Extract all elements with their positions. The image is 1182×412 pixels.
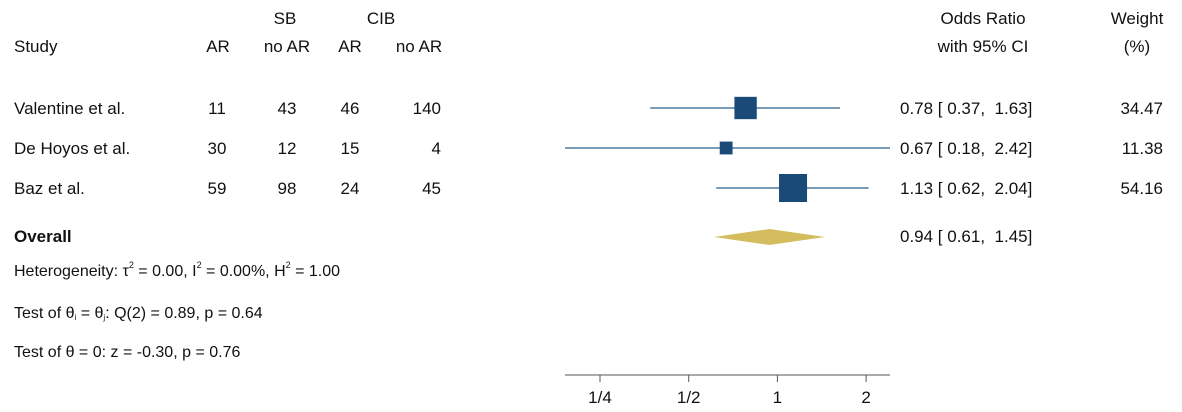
sb-noar-header: no AR — [263, 37, 311, 56]
overall-diamond — [714, 229, 825, 245]
odds-ratio-ci: 1.13 [ 0.62, 2.04] — [900, 179, 1033, 198]
cib-noar-value: 4 — [431, 139, 441, 158]
effect-header-line2: with 95% CI — [937, 37, 1029, 56]
sb-ar-value: 30 — [207, 139, 227, 158]
weight-value: 34.47 — [1120, 99, 1163, 118]
sb-ar-value: 59 — [207, 179, 227, 198]
overall-label: Overall — [14, 227, 72, 246]
x-axis-tick-label: 1/2 — [677, 388, 701, 407]
study-name: Valentine et al. — [14, 99, 126, 118]
group-header-sb: SB — [273, 9, 297, 28]
effect-header-line1: Odds Ratio — [940, 9, 1026, 28]
sb-noar-value: 12 — [277, 139, 297, 158]
weight-header-line2: (%) — [1123, 37, 1151, 56]
group-header-cib: CIB — [366, 9, 396, 28]
overall-effect-test: Test of θ = 0: z = -0.30, p = 0.76 — [14, 344, 241, 361]
study-marker — [779, 174, 808, 202]
cib-noar-header: no AR — [395, 37, 443, 56]
study-name: De Hoyos et al. — [14, 139, 131, 158]
homogeneity-test: Test of θi = θj: Q(2) = 0.89, p = 0.64 — [14, 305, 263, 322]
overall-odds-ratio-ci: 0.94 [ 0.61, 1.45] — [900, 227, 1033, 246]
heterogeneity-stats: Heterogeneity: τ2 = 0.00, I2 = 0.00%, H2… — [14, 260, 341, 280]
weight-value: 11.38 — [1121, 139, 1163, 158]
odds-ratio-ci: 0.67 [ 0.18, 2.42] — [900, 139, 1033, 158]
sb-ar-value: 11 — [208, 99, 226, 118]
x-axis-tick-label: 1 — [773, 388, 782, 407]
weight-value: 54.16 — [1120, 179, 1163, 198]
study-marker — [719, 141, 733, 155]
study-name: Baz et al. — [14, 179, 85, 198]
cib-ar-value: 24 — [340, 179, 360, 198]
sb-ar-header: AR — [206, 37, 230, 56]
sb-noar-value: 98 — [277, 179, 297, 198]
study-marker — [734, 96, 757, 120]
odds-ratio-ci: 0.78 [ 0.37, 1.63] — [900, 99, 1033, 118]
cib-ar-value: 46 — [340, 99, 360, 118]
x-axis-tick-label: 1/4 — [588, 388, 612, 407]
cib-noar-value: 140 — [412, 99, 441, 118]
study-column-header: Study — [14, 37, 58, 56]
x-axis-tick-label: 2 — [861, 388, 870, 407]
weight-header-line1: Weight — [1110, 9, 1164, 28]
cib-noar-value: 45 — [422, 179, 441, 198]
sb-noar-value: 43 — [277, 99, 297, 118]
cib-ar-value: 15 — [340, 139, 360, 158]
cib-ar-header: AR — [338, 37, 362, 56]
